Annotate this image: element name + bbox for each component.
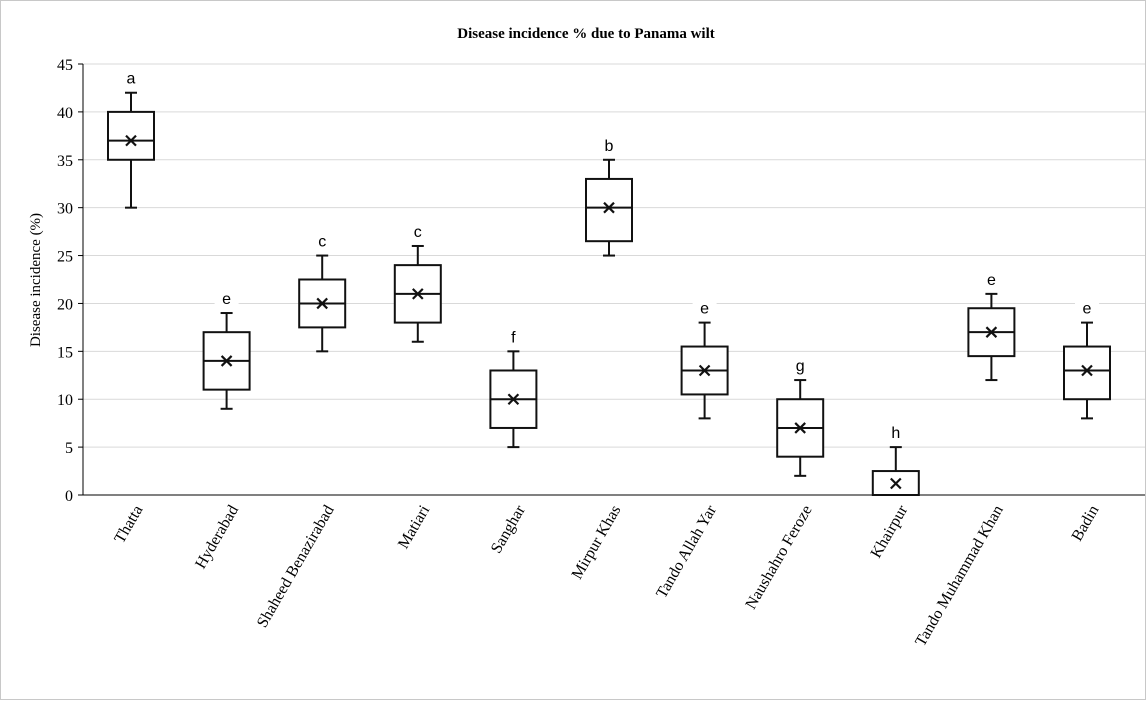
y-tick-label: 35 [57, 153, 73, 170]
box-iqr [107, 110, 155, 161]
x-tick-label: Sanghar [488, 502, 529, 556]
significance-letter: c [318, 234, 326, 251]
significance-letter: g [796, 358, 805, 375]
y-tick-label: 5 [65, 440, 73, 457]
box-1: e [202, 289, 251, 410]
box-iqr [1063, 345, 1111, 401]
y-tick-label: 25 [57, 249, 73, 266]
y-tick-label: 20 [57, 296, 73, 313]
letter-background [692, 298, 717, 319]
x-tick-label: Tando Muhammad Khan [912, 503, 1007, 650]
mean-marker [412, 288, 424, 300]
boxes: a e c c f b e g h e e [107, 68, 1111, 496]
box-2: c [298, 231, 347, 353]
mean-marker [220, 355, 233, 367]
letter-background [405, 221, 430, 242]
y-tick-label: 40 [57, 105, 73, 122]
mean-marker [603, 201, 615, 214]
significance-letter: b [605, 138, 614, 155]
x-axis-ticks: Thatta Hyderabad Shaheed Benazirabad Matiar… [111, 502, 1102, 649]
letter-background [979, 269, 1004, 290]
letter-background [214, 289, 239, 310]
box-iqr [585, 177, 633, 243]
letter-background [883, 423, 908, 444]
y-tick-label: 10 [57, 392, 73, 409]
mean-marker [698, 364, 711, 377]
y-tick-label: 30 [57, 201, 73, 218]
x-tick-label: Naushahro Feroze [743, 503, 816, 613]
significance-letter: e [222, 291, 231, 308]
y-tick-label: 0 [65, 488, 73, 505]
mean-marker [794, 422, 806, 434]
x-tick-label: Thatta [111, 503, 146, 547]
x-tick-label: Matiari [395, 502, 434, 552]
x-tick-label: Khairpur [868, 502, 912, 561]
y-axis-ticks: 0 5 10 15 20 25 30 35 40 45 [57, 57, 73, 505]
mean-marker [1081, 364, 1093, 377]
x-tick-label: Mirpur Khas [569, 503, 625, 583]
significance-letter: e [700, 301, 709, 318]
x-tick-label: Badin [1069, 503, 1103, 545]
significance-letter: a [127, 71, 136, 88]
x-tick-label: Tando Allah Yar [653, 502, 720, 601]
significance-letter: c [414, 224, 422, 241]
mean-marker [507, 393, 520, 405]
letter-background [119, 68, 143, 89]
y-tick-label: 15 [57, 344, 73, 361]
box-3: c [393, 221, 442, 343]
box-5: b [585, 135, 633, 257]
letter-background [788, 356, 813, 377]
box-7: g [776, 356, 825, 477]
mean-marker [890, 477, 902, 490]
box-0: a [107, 68, 155, 209]
significance-letter: f [511, 329, 516, 346]
significance-letter: h [891, 425, 900, 442]
mean-marker [125, 134, 137, 147]
mean-marker [316, 297, 328, 310]
letter-background [597, 135, 621, 156]
x-tick-label: Shaheed Benazirabad [254, 503, 338, 631]
axes [78, 63, 1145, 496]
box-10: e [1063, 298, 1111, 420]
letter-background [1075, 298, 1099, 319]
y-axis-label: Disease incidence (%) [28, 213, 44, 347]
significance-letter: e [1083, 301, 1092, 318]
significance-letter: e [987, 272, 996, 289]
mean-marker [985, 326, 998, 338]
letter-background [501, 327, 526, 348]
y-tick-label: 45 [57, 57, 73, 74]
box-8: h [871, 423, 920, 496]
chart-title: Disease incidence % due to Panama wilt [457, 26, 714, 42]
x-tick-label: Hyderabad [192, 503, 242, 572]
letter-background [310, 231, 335, 252]
box-9: e [967, 269, 1016, 382]
box-4: f [489, 327, 538, 449]
box-6: e [680, 298, 729, 420]
